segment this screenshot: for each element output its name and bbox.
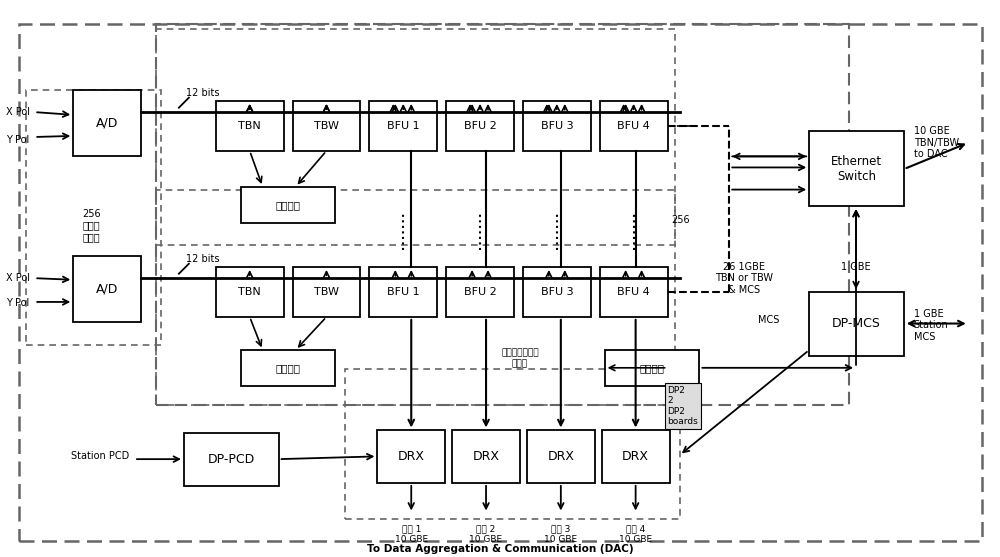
FancyBboxPatch shape	[600, 101, 668, 151]
Bar	[26, 90, 161, 345]
Text: 256
双极化
天线对: 256 双极化 天线对	[82, 209, 100, 242]
Bar	[345, 369, 680, 519]
FancyBboxPatch shape	[377, 431, 445, 483]
FancyBboxPatch shape	[527, 431, 595, 483]
FancyBboxPatch shape	[809, 131, 904, 206]
FancyBboxPatch shape	[600, 267, 668, 317]
Text: TBW: TBW	[314, 287, 339, 297]
Text: 12 bits: 12 bits	[186, 87, 219, 97]
FancyBboxPatch shape	[73, 90, 141, 157]
Text: 微处理器: 微处理器	[640, 363, 665, 373]
Text: BFU 4: BFU 4	[617, 287, 650, 297]
FancyBboxPatch shape	[293, 101, 360, 151]
Bar	[156, 29, 675, 245]
Text: Y Pol: Y Pol	[6, 135, 30, 145]
FancyBboxPatch shape	[523, 267, 591, 317]
Text: Station PCD: Station PCD	[71, 451, 129, 461]
Text: X Pol: X Pol	[6, 107, 30, 117]
FancyBboxPatch shape	[369, 101, 437, 151]
Text: To Data Aggregation & Communication (DAC): To Data Aggregation & Communication (DAC…	[367, 544, 633, 554]
FancyBboxPatch shape	[293, 267, 360, 317]
Text: BFU 3: BFU 3	[541, 287, 573, 297]
Text: DRX: DRX	[473, 450, 500, 463]
FancyBboxPatch shape	[523, 101, 591, 151]
Text: 波束 1
10 GBE: 波束 1 10 GBE	[395, 525, 428, 544]
Text: BFU 1: BFU 1	[387, 121, 420, 131]
Text: 12 bits: 12 bits	[186, 254, 219, 264]
Text: BFU 4: BFU 4	[617, 121, 650, 131]
Text: BFU 2: BFU 2	[464, 121, 496, 131]
FancyBboxPatch shape	[446, 267, 514, 317]
Text: 1 GBE: 1 GBE	[841, 262, 871, 272]
Text: DP-MCS: DP-MCS	[832, 317, 881, 330]
Text: 256: 256	[672, 215, 690, 225]
Text: DRX: DRX	[398, 450, 425, 463]
Text: Ethernet
Switch: Ethernet Switch	[831, 155, 882, 183]
FancyBboxPatch shape	[241, 187, 335, 223]
Text: BFU 1: BFU 1	[387, 287, 420, 297]
Text: 微处理器: 微处理器	[276, 363, 301, 373]
Bar	[156, 189, 675, 405]
FancyBboxPatch shape	[452, 431, 520, 483]
FancyBboxPatch shape	[184, 433, 279, 486]
Text: DRX: DRX	[622, 450, 649, 463]
FancyBboxPatch shape	[216, 101, 284, 151]
FancyBboxPatch shape	[216, 267, 284, 317]
Text: TBN: TBN	[238, 121, 261, 131]
Text: 10 GBE
TBN/TBW
to DAC: 10 GBE TBN/TBW to DAC	[914, 126, 959, 159]
Text: TBN: TBN	[238, 287, 261, 297]
Text: MCS: MCS	[758, 315, 779, 325]
Text: TBW: TBW	[314, 121, 339, 131]
Text: DRX: DRX	[547, 450, 574, 463]
Text: 1 GBE
Station
MCS: 1 GBE Station MCS	[914, 309, 949, 342]
Text: 26 1GBE
TBN or TBW
& MCS: 26 1GBE TBN or TBW & MCS	[715, 262, 773, 295]
FancyBboxPatch shape	[73, 256, 141, 323]
FancyBboxPatch shape	[241, 350, 335, 386]
Text: 波束 4
10 GBE: 波束 4 10 GBE	[619, 525, 652, 544]
FancyBboxPatch shape	[446, 101, 514, 151]
Text: A/D: A/D	[96, 116, 118, 130]
FancyBboxPatch shape	[809, 292, 904, 355]
Text: Y Pol: Y Pol	[6, 298, 30, 308]
Text: 波束 2
10 GBE: 波束 2 10 GBE	[469, 525, 503, 544]
FancyBboxPatch shape	[369, 267, 437, 317]
FancyBboxPatch shape	[605, 350, 699, 386]
Text: BFU 2: BFU 2	[464, 287, 496, 297]
Text: BFU 3: BFU 3	[541, 121, 573, 131]
Text: A/D: A/D	[96, 283, 118, 296]
Text: 全频带射频波束
双极化: 全频带射频波束 双极化	[501, 349, 539, 368]
Text: 波束 3
10 GBE: 波束 3 10 GBE	[544, 525, 577, 544]
Bar	[156, 23, 849, 405]
Text: X Pol: X Pol	[6, 273, 30, 283]
Text: DP-PCD: DP-PCD	[208, 453, 255, 466]
Text: 微处理器: 微处理器	[276, 200, 301, 210]
Text: DP2
2
DP2
boards: DP2 2 DP2 boards	[668, 386, 698, 426]
FancyBboxPatch shape	[602, 431, 670, 483]
